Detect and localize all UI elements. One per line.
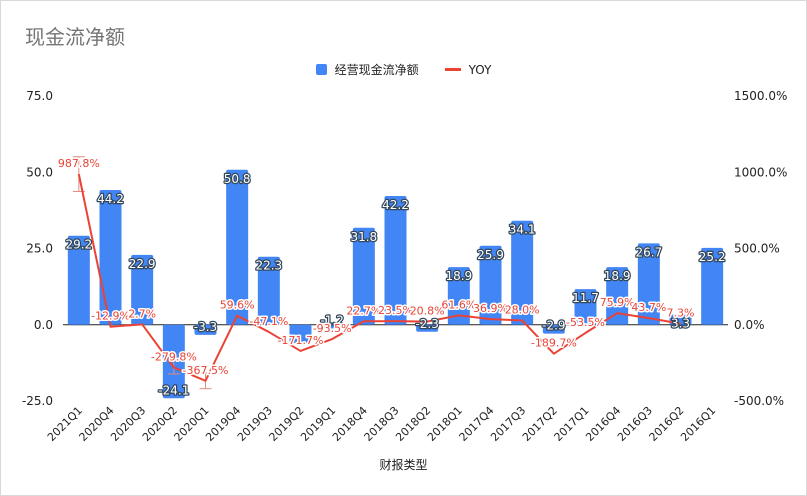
- legend-label-line: YOY: [468, 62, 492, 77]
- yoy-value-label: 987.8%: [58, 157, 100, 170]
- y-right-tick-label: 1500.0%: [734, 89, 787, 103]
- yoy-value-label: 28.0%: [505, 303, 540, 316]
- bar: [416, 324, 439, 332]
- bar: [479, 245, 502, 325]
- x-tick-label: 2016Q1: [678, 404, 718, 444]
- y-left-tick-label: -25.0: [22, 394, 53, 408]
- y-left-tick-label: 75.0: [26, 89, 53, 103]
- y-right-tick-label: -500.0%: [734, 394, 784, 408]
- legend-item-line[interactable]: YOY: [444, 61, 492, 78]
- yoy-value-label: 43.7%: [631, 301, 666, 314]
- bar-value-label: 18.9: [604, 269, 631, 283]
- yoy-value-label: 36.9%: [473, 302, 508, 315]
- yoy-value-label: 23.5%: [378, 304, 413, 317]
- bar-value-label: 31.8: [350, 230, 377, 244]
- yoy-value-label: 7.3%: [667, 307, 695, 320]
- bar: [131, 254, 154, 325]
- legend-swatch-bar: [315, 64, 327, 75]
- bar-value-label: 25.9: [477, 248, 504, 262]
- y-right-tick-label: 0.0%: [734, 318, 765, 332]
- legend-swatch-line: [444, 68, 461, 71]
- bar-value-label: 18.9: [445, 269, 472, 283]
- bar: [289, 324, 312, 344]
- yoy-value-label: 61.6%: [441, 298, 476, 311]
- chart-title: 现金流净额: [25, 25, 125, 49]
- chart-legend: 经营现金流净额 YOY: [1, 61, 806, 78]
- bar-value-label: -3.3: [194, 320, 217, 334]
- x-axis-title: 财报类型: [379, 458, 428, 472]
- yoy-value-label: -53.5%: [566, 316, 605, 329]
- bar-value-label: 44.2: [97, 192, 124, 206]
- bar: [701, 247, 724, 325]
- y-left-tick-label: 25.0: [26, 242, 53, 256]
- yoy-value-label: -171.7%: [278, 334, 324, 347]
- bar-value-label: 25.2: [699, 250, 726, 264]
- bar: [447, 267, 470, 325]
- bar: [99, 189, 122, 325]
- yoy-value-label: 20.8%: [410, 305, 445, 318]
- bar-value-label: 3.3: [671, 317, 690, 331]
- bar: [637, 243, 660, 325]
- bar: [67, 235, 90, 325]
- bar-value-label: 50.8: [224, 172, 251, 186]
- bar: [574, 289, 597, 325]
- bar-value-label: 29.2: [65, 238, 92, 252]
- bar-value-label: 22.3: [255, 259, 282, 273]
- bar-value-label: -24.1: [158, 383, 189, 397]
- bar: [257, 256, 280, 325]
- yoy-value-label: -367.5%: [183, 364, 229, 377]
- yoy-value-label: -279.8%: [151, 350, 197, 363]
- bar: [194, 324, 217, 335]
- legend-label-bar: 经营现金流净额: [334, 63, 419, 77]
- bar-value-label: -1.2: [320, 313, 343, 327]
- y-right-tick-label: 500.0%: [734, 242, 780, 256]
- bar: [542, 324, 565, 334]
- bar: [352, 227, 375, 325]
- bar: [606, 267, 629, 325]
- bar-value-label: 11.7: [572, 291, 599, 305]
- yoy-value-label: -93.5%: [313, 322, 352, 335]
- bar: [226, 169, 249, 325]
- yoy-line: [77, 173, 681, 382]
- bar-value-label: 26.7: [635, 245, 662, 259]
- y-left-tick-label: 0.0: [34, 318, 53, 332]
- yoy-value-label: 22.7%: [346, 304, 381, 317]
- bar-value-label: -2.3: [415, 317, 438, 331]
- y-right-tick-label: 1000.0%: [734, 165, 787, 179]
- bar: [321, 324, 344, 329]
- bar-value-label: 22.9: [129, 257, 156, 271]
- bar: [511, 220, 534, 325]
- bar: [384, 196, 407, 325]
- y-left-tick-label: 50.0: [26, 165, 53, 179]
- bar-value-label: 34.1: [509, 223, 536, 237]
- bar-value-label: 42.2: [382, 198, 409, 212]
- legend-item-bar[interactable]: 经营现金流净额: [315, 61, 419, 78]
- yoy-value-label: -189.7%: [531, 337, 577, 350]
- yoy-value-label: -12.9%: [91, 310, 130, 323]
- bar-value-label: -2.9: [542, 319, 565, 333]
- yoy-value-label: 59.6%: [220, 299, 255, 312]
- yoy-value-label: 2.7%: [128, 307, 156, 320]
- yoy-value-label: -47.1%: [249, 315, 288, 328]
- yoy-value-label: 75.9%: [600, 296, 635, 309]
